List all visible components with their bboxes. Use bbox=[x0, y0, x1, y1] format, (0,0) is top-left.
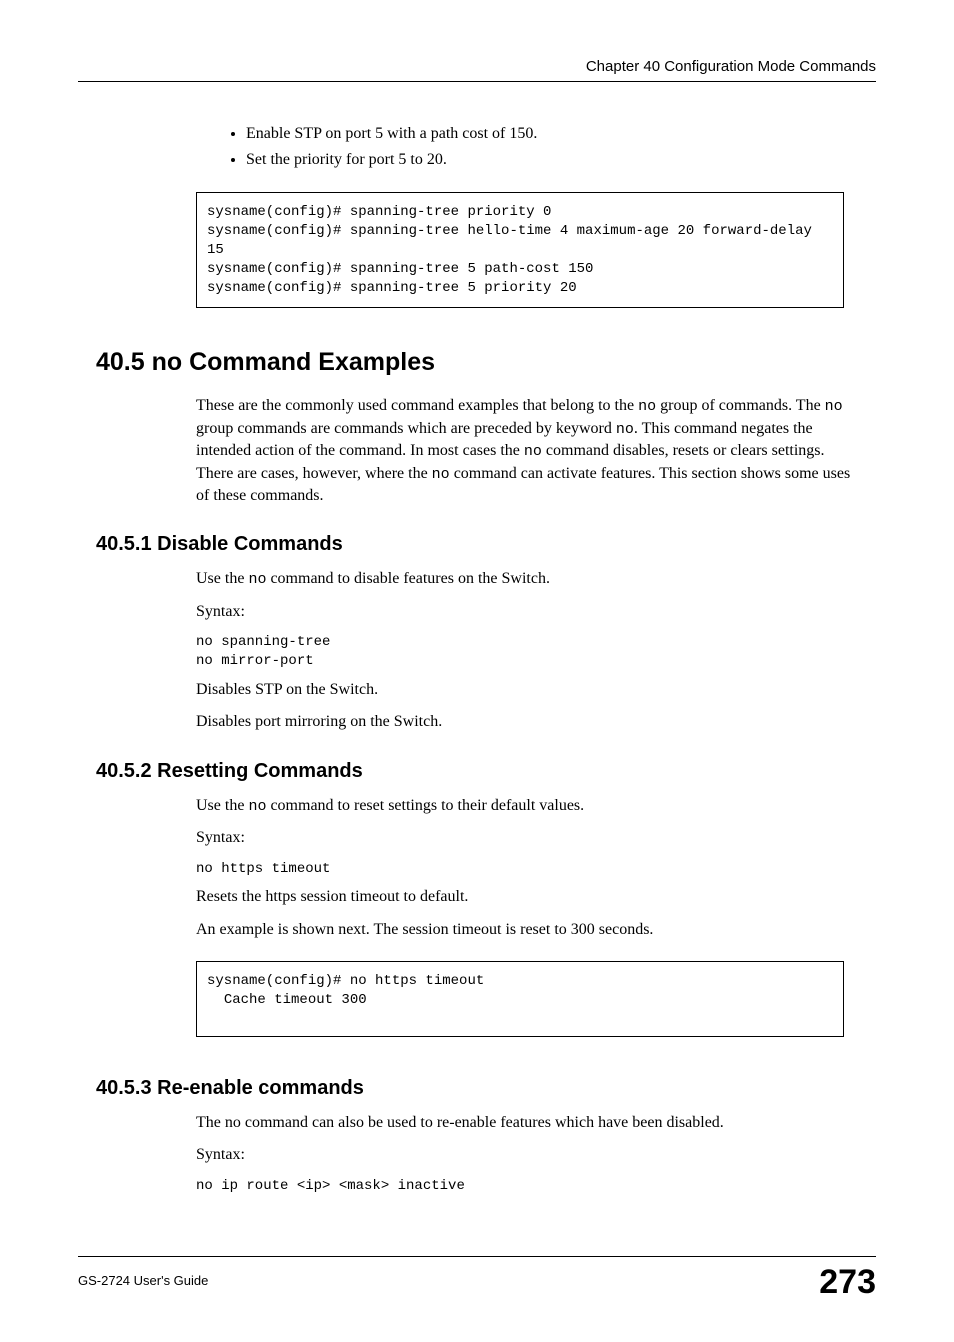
text-fragment: command to reset settings to their defau… bbox=[266, 797, 584, 814]
inline-code: no bbox=[638, 398, 656, 415]
code-example-box: sysname(config)# spanning-tree priority … bbox=[196, 192, 844, 308]
text-fragment: group commands are commands which are pr… bbox=[196, 420, 616, 437]
page-footer: GS-2724 User's Guide 273 bbox=[78, 1256, 876, 1302]
list-item: Set the priority for port 5 to 20. bbox=[246, 148, 876, 172]
inline-code: no bbox=[524, 443, 542, 460]
text-fragment: command to disable features on the Switc… bbox=[266, 570, 549, 587]
section-heading-40-5-3: 40.5.3 Re-enable commands bbox=[96, 1077, 876, 1100]
text-fragment: Use the bbox=[196, 570, 248, 587]
footer-page-number: 273 bbox=[819, 1263, 876, 1302]
intro-bullet-list: Enable STP on port 5 with a path cost of… bbox=[206, 122, 876, 172]
syntax-label: Syntax: bbox=[196, 827, 856, 849]
list-item: Enable STP on port 5 with a path cost of… bbox=[246, 122, 876, 146]
text-fragment: Use the bbox=[196, 797, 248, 814]
paragraph: The no command can also be used to re-en… bbox=[196, 1112, 856, 1134]
footer-guide-name: GS-2724 User's Guide bbox=[78, 1263, 208, 1288]
syntax-code: no spanning-tree no mirror-port bbox=[196, 633, 876, 671]
section-40-5-paragraph: These are the commonly used command exam… bbox=[196, 395, 856, 507]
syntax-label: Syntax: bbox=[196, 1144, 856, 1166]
paragraph: Disables port mirroring on the Switch. bbox=[196, 711, 856, 733]
section-heading-40-5-1: 40.5.1 Disable Commands bbox=[96, 533, 876, 556]
section-heading-40-5: 40.5 no Command Examples bbox=[96, 348, 876, 377]
section-heading-40-5-2: 40.5.2 Resetting Commands bbox=[96, 760, 876, 783]
paragraph: Use the no command to disable features o… bbox=[196, 568, 856, 590]
paragraph: Resets the https session timeout to defa… bbox=[196, 886, 856, 908]
syntax-code: no ip route <ip> <mask> inactive bbox=[196, 1177, 876, 1196]
inline-code: no bbox=[825, 398, 843, 415]
paragraph: Disables STP on the Switch. bbox=[196, 679, 856, 701]
page-header: Chapter 40 Configuration Mode Commands bbox=[78, 58, 876, 82]
inline-code: no bbox=[432, 466, 450, 483]
inline-code: no bbox=[248, 798, 266, 815]
inline-code: no bbox=[616, 421, 634, 438]
syntax-label: Syntax: bbox=[196, 601, 856, 623]
syntax-code: no https timeout bbox=[196, 860, 876, 879]
paragraph: An example is shown next. The session ti… bbox=[196, 919, 856, 941]
text-fragment: These are the commonly used command exam… bbox=[196, 397, 638, 414]
text-fragment: group of commands. The bbox=[656, 397, 825, 414]
paragraph: Use the no command to reset settings to … bbox=[196, 795, 856, 817]
inline-code: no bbox=[248, 571, 266, 588]
code-example-box: sysname(config)# no https timeout Cache … bbox=[196, 961, 844, 1037]
chapter-label: Chapter 40 Configuration Mode Commands bbox=[586, 58, 876, 75]
